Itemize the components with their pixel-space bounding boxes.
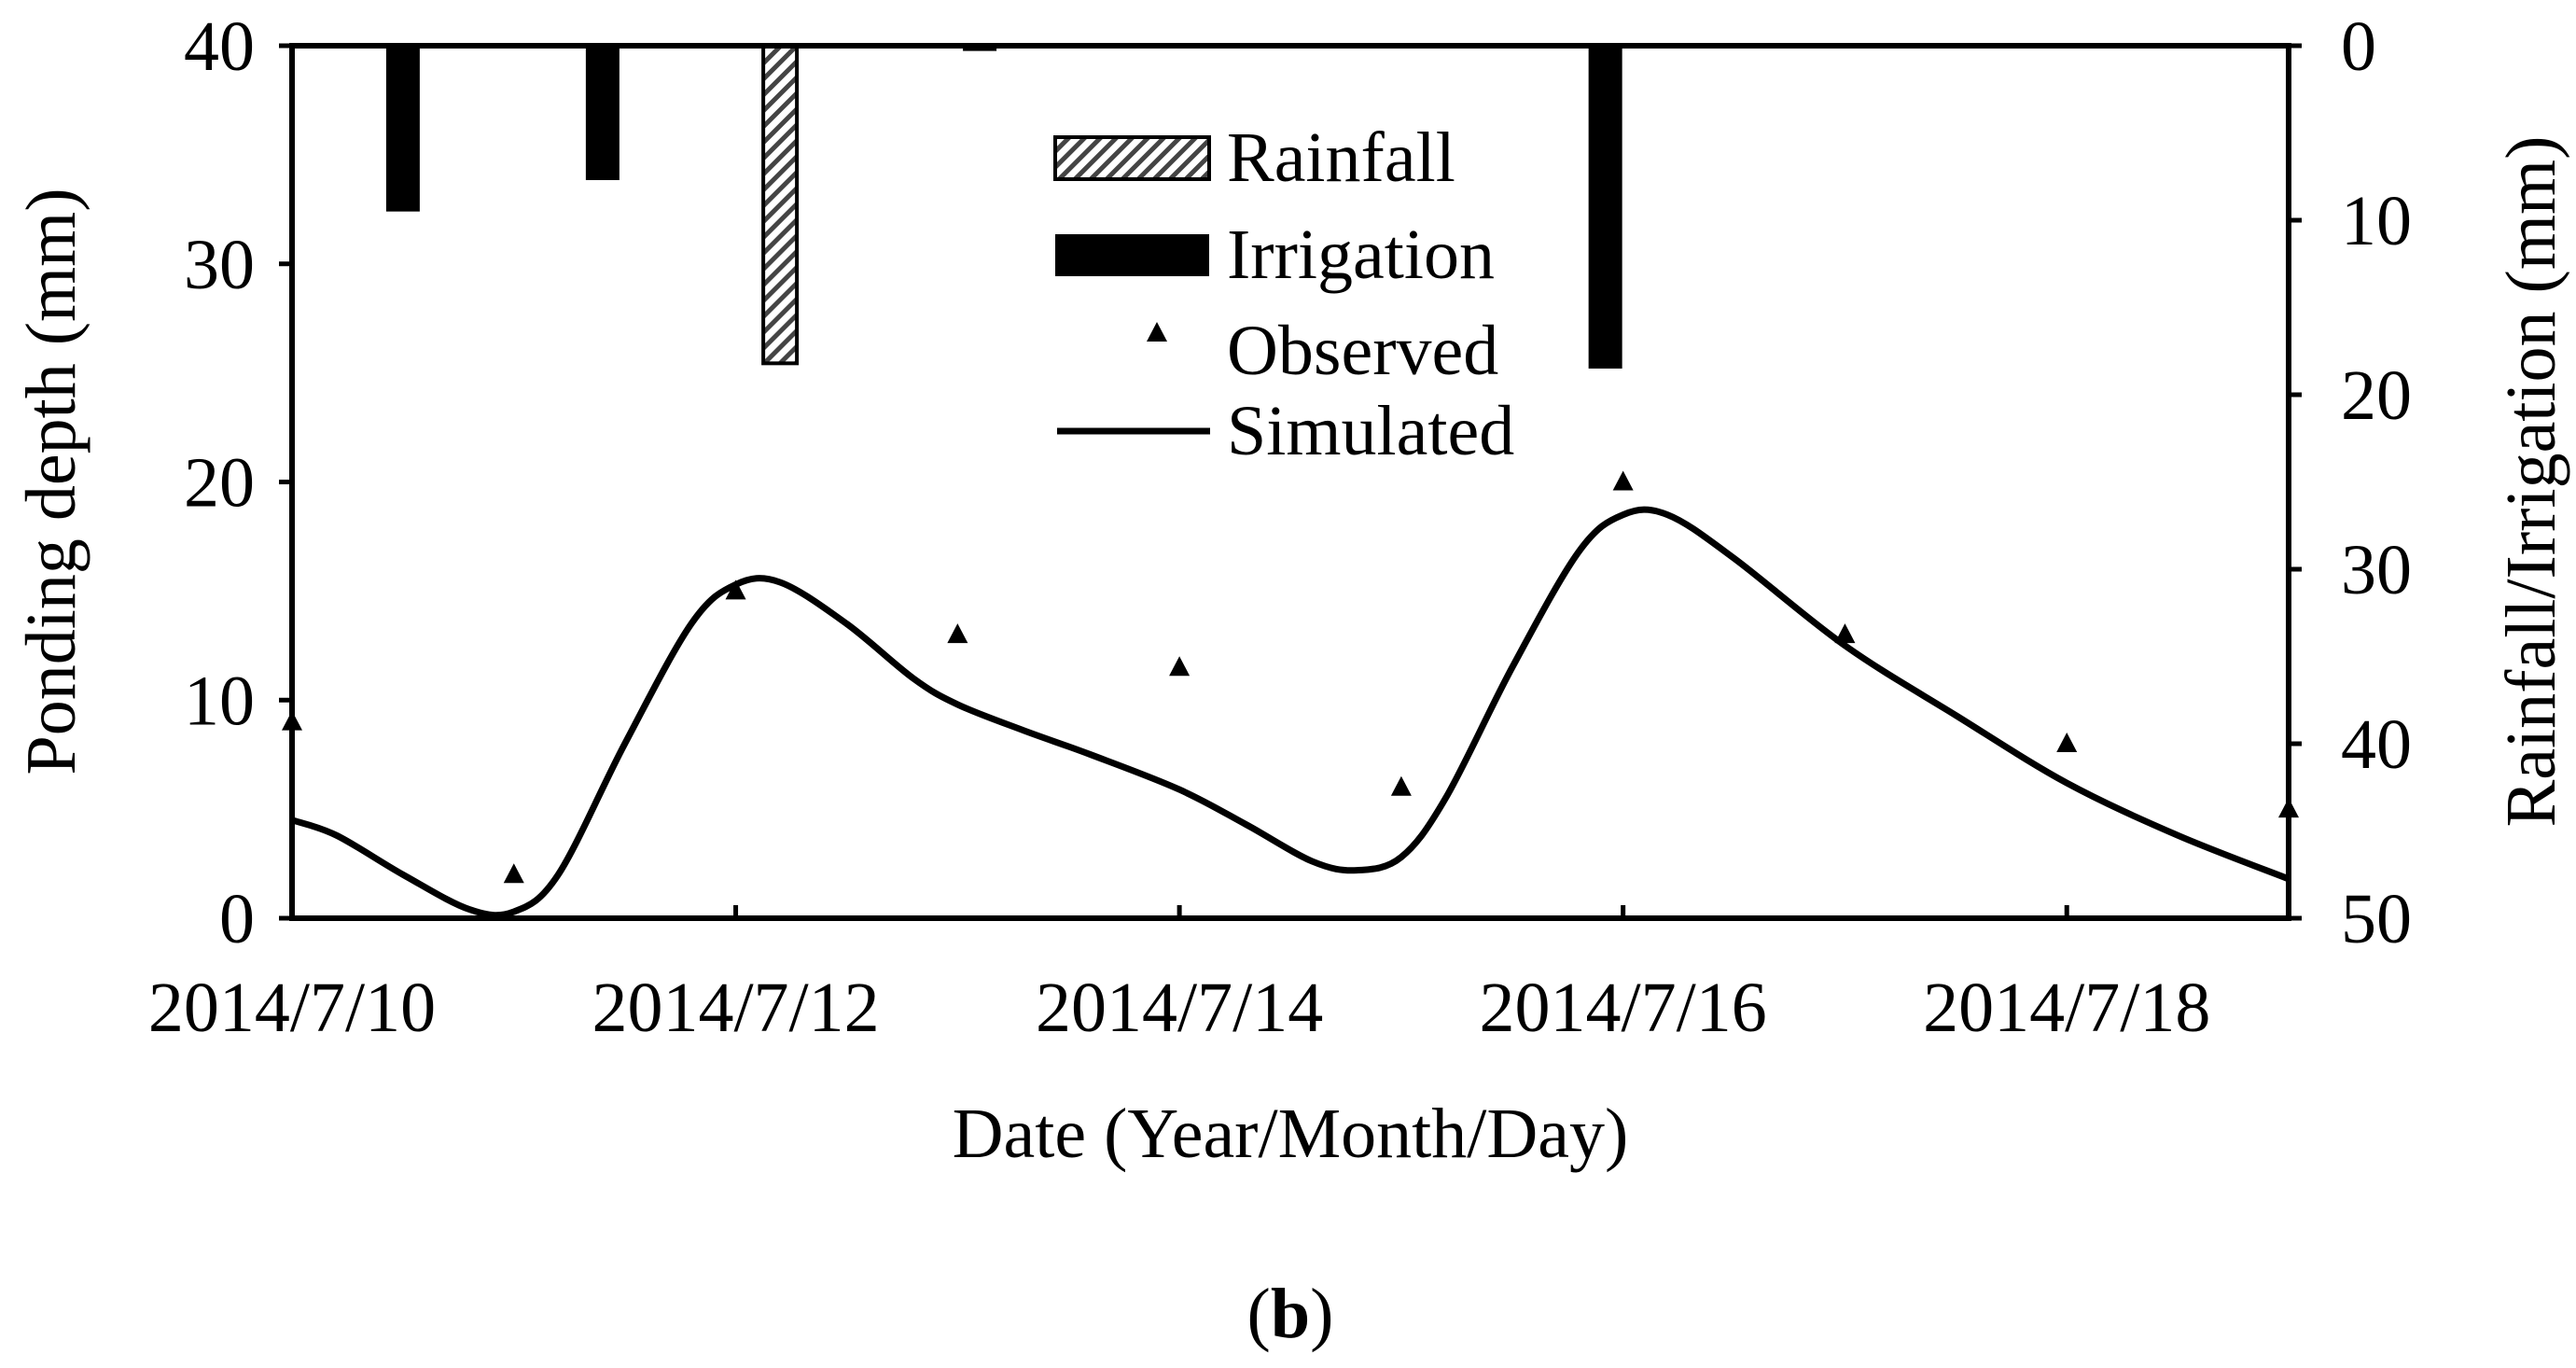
legend-observed-label: Observed xyxy=(1227,312,1498,390)
right-tick-label-0: 0 xyxy=(2341,7,2376,86)
legend-rainfall-label: Rainfall xyxy=(1227,119,1455,197)
x-tick-label-4: 2014/7/18 xyxy=(1923,969,2210,1047)
irrigation-bar-1 xyxy=(585,46,620,180)
observed-point-2 xyxy=(725,579,746,600)
left-tick-label-3: 30 xyxy=(184,226,255,304)
right-tick-label-4: 40 xyxy=(2341,705,2412,784)
simulated-series-line xyxy=(290,506,2291,919)
left-tick-label-2: 20 xyxy=(184,444,255,523)
legend-simulated-label: Simulated xyxy=(1227,392,1514,470)
left-tick-label-1: 10 xyxy=(184,662,255,740)
right-tick-label-5: 50 xyxy=(2341,880,2412,958)
x-tick-label-2: 2014/7/14 xyxy=(1036,969,1323,1047)
observed-point-7 xyxy=(1834,623,1856,644)
right-y-axis: 0 10 20 30 40 50 xyxy=(2289,7,2412,958)
left-y-axis: 0 10 20 30 40 xyxy=(184,7,292,958)
observed-point-8 xyxy=(2056,733,2078,752)
legend-observed-marker xyxy=(1147,322,1167,342)
x-tick-label-1: 2014/7/12 xyxy=(592,969,879,1047)
right-tick-label-2: 20 xyxy=(2341,356,2412,435)
panel-label-open: ( xyxy=(1247,1275,1271,1353)
irrigation-bar-0 xyxy=(385,46,420,212)
observed-point-1 xyxy=(503,863,524,884)
observed-point-5 xyxy=(1390,775,1412,796)
panel-label-letter: b xyxy=(1271,1275,1310,1353)
y2-axis-title: Rainfall/Irrigation (mm) xyxy=(2492,136,2570,828)
rainfall-bar-2 xyxy=(761,44,800,366)
x-tick-label-3: 2014/7/16 xyxy=(1480,969,1767,1047)
legend: Rainfall Irrigation Observed Simulated xyxy=(1053,119,1514,470)
left-tick-label-4: 40 xyxy=(184,7,255,86)
x-axis: 2014/7/10 2014/7/12 2014/7/14 2014/7/16 2014… xyxy=(148,905,2210,1047)
right-tick-label-3: 30 xyxy=(2341,531,2412,609)
observed-point-3 xyxy=(947,623,968,644)
observed-point-6 xyxy=(1612,470,1634,491)
x-tick-label-0: 2014/7/10 xyxy=(148,969,436,1047)
panel-label: (b) xyxy=(1247,1275,1334,1353)
rain-irrigation-bars xyxy=(385,44,1622,369)
left-tick-label-0: 0 xyxy=(219,880,255,958)
irrigation-bar-4 xyxy=(1588,46,1622,369)
legend-rainfall-swatch xyxy=(1053,135,1211,181)
panel-label-close: ) xyxy=(1310,1275,1333,1353)
x-axis-title: Date (Year/Month/Day) xyxy=(953,1095,1629,1173)
y-axis-title: Ponding depth (mm) xyxy=(12,188,91,775)
legend-irrigation-label: Irrigation xyxy=(1227,216,1495,294)
legend-irrigation-swatch xyxy=(1055,234,1209,276)
observed-point-4 xyxy=(1169,656,1191,677)
right-tick-label-1: 10 xyxy=(2341,182,2412,260)
